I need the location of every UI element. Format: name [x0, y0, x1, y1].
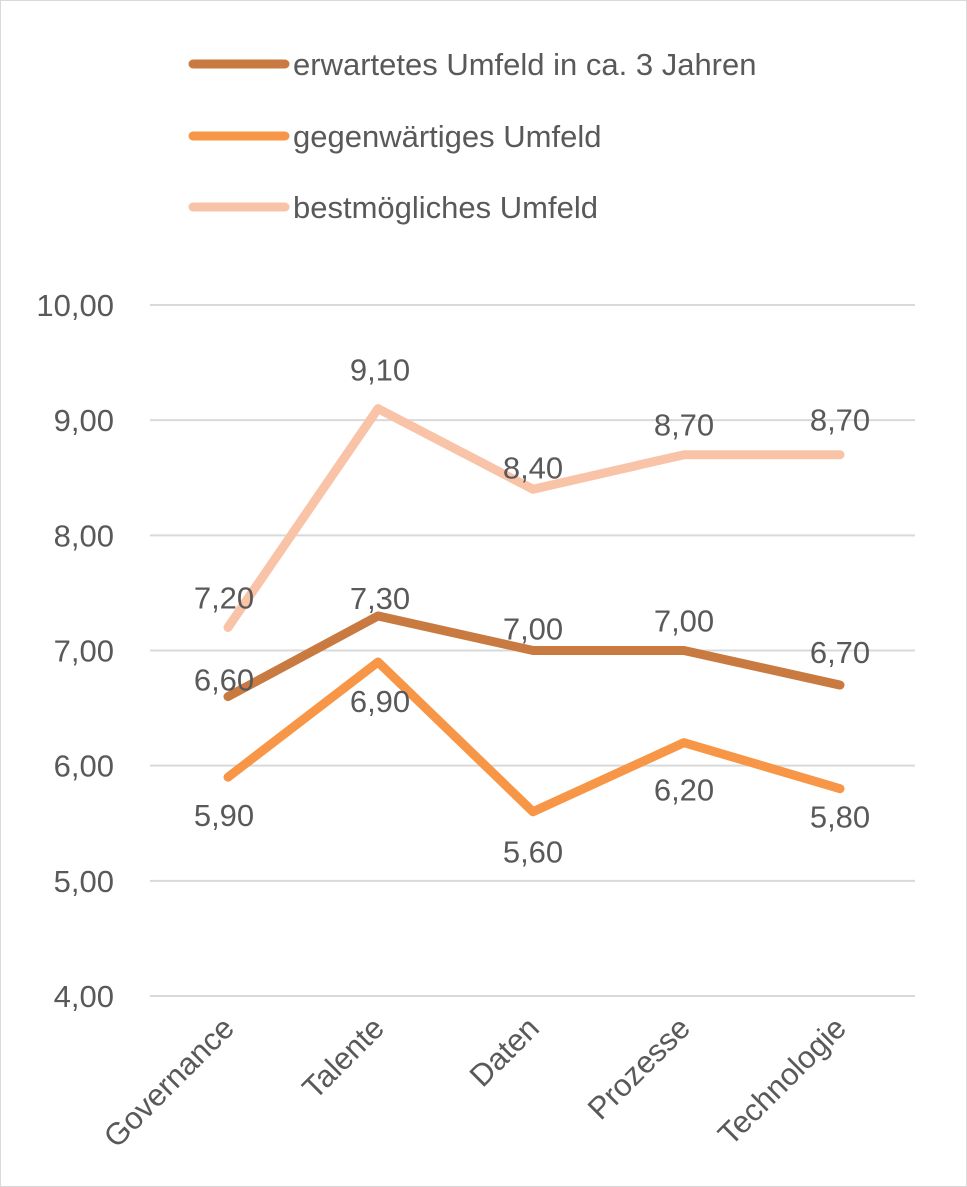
series-lines — [223, 404, 845, 817]
y-tick-label: 8,00 — [54, 518, 114, 553]
x-tick-label: Talente — [296, 1010, 391, 1105]
series-line — [223, 657, 845, 817]
data-label: 8,70 — [810, 403, 870, 438]
series-line — [223, 404, 845, 632]
x-tick-label: Technologie — [711, 1010, 853, 1152]
y-tick-label: 6,00 — [54, 749, 114, 784]
data-labels: 6,60 7,30 7,00 7,00 6,70 5,90 6,90 5,60 6,20 5,80… — [194, 353, 870, 870]
x-tick-label: Prozesse — [581, 1010, 697, 1126]
data-label: 5,80 — [810, 800, 870, 835]
legend: erwartetes Umfeld in ca. 3 Jahren gegenwä… — [188, 47, 757, 225]
data-label: 5,60 — [503, 835, 563, 870]
data-label: 9,10 — [350, 353, 410, 388]
data-label: 7,20 — [194, 580, 254, 615]
y-tick-label: 5,00 — [54, 864, 114, 899]
data-label: 7,00 — [503, 612, 563, 647]
y-tick-label: 9,00 — [54, 403, 114, 438]
data-label: 6,70 — [810, 635, 870, 670]
data-label: 7,30 — [350, 581, 410, 616]
series-line — [223, 611, 845, 702]
y-tick-label: 4,00 — [54, 979, 114, 1014]
data-label: 6,90 — [350, 684, 410, 719]
x-tick-label: Daten — [463, 1010, 546, 1093]
y-tick-label: 7,00 — [54, 634, 114, 669]
gridlines — [150, 304, 915, 997]
legend-label: gegenwärtiges Umfeld — [293, 119, 601, 154]
y-tick-label: 10,00 — [36, 288, 114, 323]
x-axis-ticks: Governance Talente Daten Prozesse Technologi… — [97, 1010, 853, 1154]
y-axis-ticks: 4,00 5,00 6,00 7,00 8,00 9,00 10,00 — [36, 288, 114, 1014]
data-label: 6,60 — [194, 663, 254, 698]
data-label: 6,20 — [654, 773, 714, 808]
data-label: 8,40 — [503, 450, 563, 485]
data-label: 7,00 — [654, 604, 714, 639]
x-tick-label: Governance — [97, 1010, 241, 1154]
data-label: 8,70 — [654, 408, 714, 443]
data-label: 5,90 — [194, 798, 254, 833]
legend-label: erwartetes Umfeld in ca. 3 Jahren — [293, 47, 757, 82]
legend-label: bestmögliches Umfeld — [293, 190, 598, 225]
